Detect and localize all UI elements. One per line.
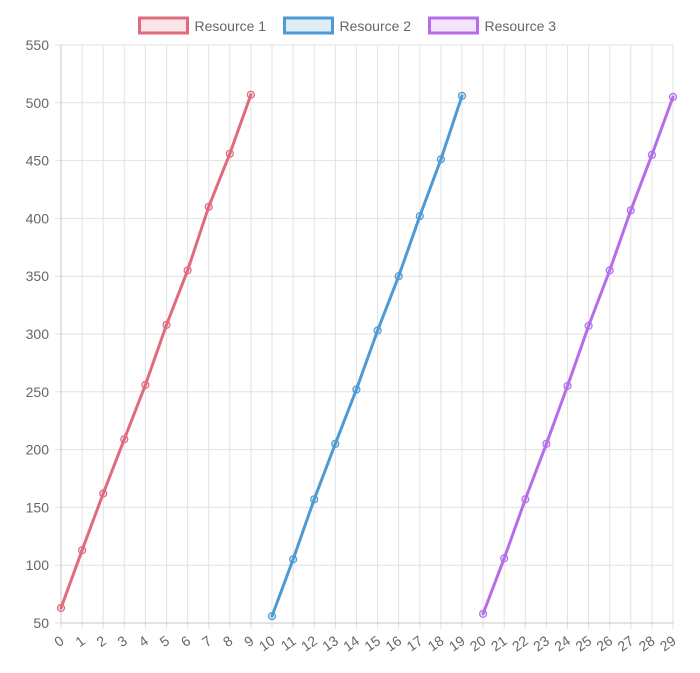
data-point (521, 495, 530, 504)
series-layer (56, 90, 678, 621)
y-tick-label: 50 (33, 615, 49, 631)
x-tick-label: 26 (593, 632, 615, 654)
legend-label: Resource 2 (340, 18, 412, 34)
x-axis-ticks: 0 1 2 3 4 5 6 7 8 9 10 11 12 13 14 15 16 17 18 19 20 21 22 23 24… (51, 632, 679, 654)
grid (55, 44, 674, 629)
data-point (183, 266, 192, 275)
data-point (668, 92, 678, 102)
series-line (481, 95, 675, 616)
data-point (563, 381, 572, 391)
data-point (500, 554, 509, 563)
data-point (289, 555, 298, 564)
data-point (310, 495, 319, 504)
axes (60, 45, 673, 624)
series-2 (267, 91, 467, 621)
series-1 (56, 90, 255, 613)
x-tick-label: 23 (530, 632, 552, 654)
x-tick-label: 17 (404, 632, 426, 654)
y-tick-label: 150 (26, 499, 50, 515)
x-tick-label: 27 (615, 632, 637, 654)
data-point (394, 272, 403, 281)
data-point (457, 91, 467, 101)
x-tick-label: 9 (241, 632, 257, 650)
x-tick-label: 18 (425, 632, 447, 654)
y-tick-label: 500 (26, 95, 50, 111)
data-point (647, 150, 657, 159)
legend-swatch (138, 16, 189, 35)
data-point (246, 90, 255, 99)
x-tick-label: 11 (278, 632, 299, 654)
data-point (605, 266, 614, 275)
x-tick-label: 0 (51, 632, 67, 650)
x-tick-label: 19 (446, 632, 468, 654)
data-point (99, 489, 108, 498)
x-tick-label: 24 (551, 632, 573, 654)
series-line (59, 93, 253, 610)
data-point (479, 609, 488, 618)
legend-item-2: Resource 2 (283, 16, 412, 35)
data-point (584, 321, 593, 330)
legend-item-1: Resource 1 (138, 16, 267, 35)
x-tick-label: 5 (157, 632, 173, 650)
data-point (373, 326, 382, 335)
series-3 (479, 92, 678, 618)
x-tick-label: 15 (361, 632, 383, 654)
y-tick-label: 100 (26, 557, 50, 573)
series-line (270, 94, 464, 618)
x-tick-label: 13 (319, 632, 341, 654)
legend-label: Resource 3 (485, 18, 557, 34)
data-point (162, 320, 171, 329)
x-tick-label: 20 (467, 632, 489, 654)
x-tick-label: 29 (657, 632, 679, 654)
legend-swatch (428, 16, 479, 35)
data-point (542, 439, 551, 448)
data-point (352, 385, 361, 394)
y-tick-label: 550 (26, 37, 50, 53)
x-tick-label: 14 (340, 632, 362, 654)
data-point (225, 149, 234, 158)
data-point (77, 546, 87, 555)
data-point (120, 435, 129, 444)
data-point (331, 439, 340, 448)
x-tick-label: 12 (298, 632, 320, 654)
x-tick-label: 7 (199, 632, 215, 650)
legend-label: Resource 1 (195, 18, 267, 34)
x-tick-label: 1 (72, 632, 88, 650)
y-tick-label: 200 (26, 442, 50, 458)
x-tick-label: 16 (382, 632, 404, 654)
x-tick-label: 4 (136, 632, 152, 650)
legend: Resource 1 Resource 2 Resource 3 (138, 16, 557, 35)
x-tick-label: 28 (636, 632, 658, 654)
y-tick-label: 250 (26, 384, 50, 400)
x-tick-label: 8 (220, 632, 236, 650)
y-tick-label: 400 (26, 210, 50, 226)
x-tick-label: 3 (114, 632, 130, 650)
data-point (415, 212, 424, 221)
y-axis-ticks: 50 100 150 200 250 300 350 400 450 500 550 (26, 37, 50, 631)
data-point (436, 155, 445, 164)
data-point (204, 202, 213, 211)
legend-item-3: Resource 3 (428, 16, 557, 35)
data-point (267, 611, 277, 621)
y-tick-label: 350 (26, 268, 50, 284)
legend-swatch (283, 16, 334, 35)
x-tick-label: 21 (488, 632, 510, 654)
x-tick-label: 25 (572, 632, 594, 654)
x-tick-label: 10 (256, 632, 278, 654)
x-tick-label: 22 (509, 632, 531, 654)
x-tick-label: 6 (178, 632, 194, 650)
y-tick-label: 450 (26, 153, 50, 169)
data-point (626, 206, 635, 215)
data-point (56, 603, 66, 613)
x-tick-label: 2 (93, 632, 109, 650)
data-point (141, 380, 150, 389)
y-tick-label: 300 (26, 326, 50, 342)
